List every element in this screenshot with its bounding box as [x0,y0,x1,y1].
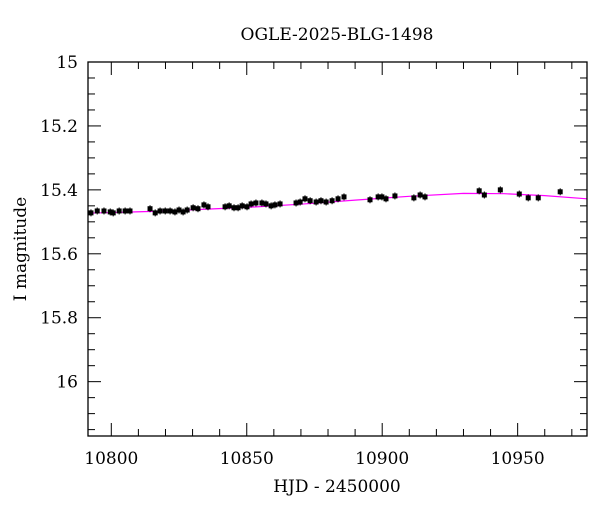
data-point [122,208,128,214]
data-point [244,204,250,210]
data-point [417,192,423,198]
data-point [497,187,503,193]
data-point [116,208,122,214]
data-point [557,189,563,195]
data-point [481,192,487,198]
data-point [110,210,116,216]
y-tick-label: 16 [56,373,78,393]
data-point [367,197,373,203]
data-point [476,188,482,194]
data-point [293,200,299,206]
data-point [313,199,319,205]
data-point [195,206,201,212]
y-tick-label: 15.6 [40,245,78,265]
data-point [152,210,158,216]
data-point [172,209,178,215]
data-point [383,196,389,202]
data-point [263,201,269,207]
data-point [190,205,196,211]
data-point [341,194,347,200]
data-point [329,198,335,204]
data-point [268,203,274,209]
x-axis-label: HJD - 2450000 [273,477,401,497]
axis-ticks: 10800 10850 10900 10950 15 15.2 15.4 15.6 15.8 16 [40,53,587,469]
y-tick-label: 15.4 [40,181,78,201]
data-point [392,193,398,199]
data-point [176,207,182,213]
data-point [222,204,228,210]
data-point [184,207,190,213]
data-point [318,198,324,204]
y-tick-label: 15.8 [40,309,78,329]
data-point [94,208,100,214]
data-point [302,196,308,202]
data-point [277,201,283,207]
x-tick-label: 10800 [84,449,138,469]
data-point [235,205,241,211]
data-point [272,202,278,208]
data-point [525,195,531,201]
y-tick-label: 15 [56,53,78,73]
data-point [379,194,385,200]
y-tick-label: 15.2 [40,117,78,137]
data-point [411,195,417,201]
data-point [107,209,113,215]
data-point [101,208,107,214]
data-point [167,208,173,214]
data-point [231,205,237,211]
data-point [201,202,207,208]
data-point [239,203,245,209]
data-point [180,209,186,215]
data-point [147,206,153,212]
data-point [375,194,381,200]
data-point [162,208,168,214]
data-point [297,199,303,205]
data-point [516,191,522,197]
data-point [307,198,313,204]
chart-title: OGLE-2025-BLG-1498 [241,25,434,45]
data-point [88,210,94,216]
data-point [205,204,211,210]
data-points-group [88,186,563,217]
data-point [259,200,265,206]
x-tick-label: 10900 [355,449,409,469]
data-point [226,203,232,209]
data-point [535,195,541,201]
y-axis-label: I magnitude [11,197,31,301]
data-point [422,194,428,200]
data-point [157,208,163,214]
data-point [253,200,259,206]
data-point [248,201,254,207]
x-tick-label: 10950 [491,449,545,469]
plot-frame [87,61,588,437]
x-tick-label: 10850 [220,449,274,469]
data-point [335,196,341,202]
data-point [323,199,329,205]
data-point [127,208,133,214]
